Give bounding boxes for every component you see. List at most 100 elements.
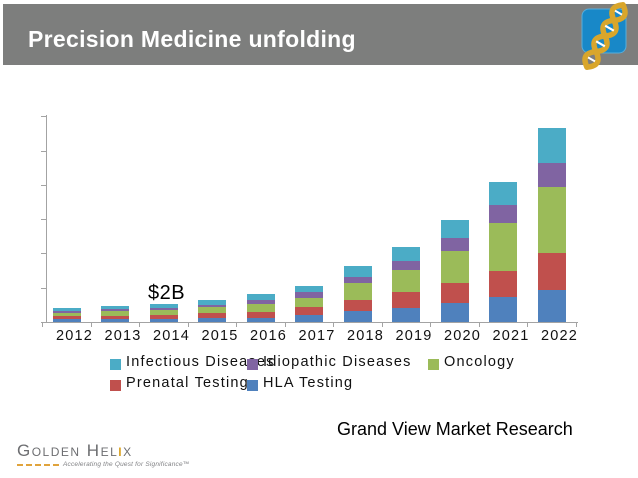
bar-segment-idiopathic-diseases-2021: [489, 205, 517, 223]
legend-swatch-hla-testing: [247, 380, 258, 391]
bar-segment-infectious-diseases-2018: [343, 266, 372, 277]
x-label-2015: 2015: [201, 328, 239, 344]
bar-segment-prenatal-testing-2014: [149, 314, 178, 319]
bar-segment-infectious-diseases-2012: [52, 308, 81, 311]
x-label-2016: 2016: [249, 328, 288, 344]
x-label-2022: 2022: [540, 328, 579, 344]
bar-segment-oncology-2017: [295, 298, 323, 308]
bar-segment-infectious-diseases-2017: [295, 285, 323, 293]
x-tick: [187, 322, 189, 327]
bar-segment-prenatal-testing-2020: [440, 283, 469, 304]
bar-segment-hla-testing-2022: [537, 290, 566, 322]
bar-segment-hla-testing-2017: [295, 315, 323, 322]
tagline-rule: [17, 463, 59, 466]
bar-segment-oncology-2012: [52, 312, 81, 317]
x-tick: [333, 322, 335, 327]
chart-annotation: $2B: [148, 282, 186, 304]
x-tick: [139, 322, 141, 327]
x-tick: [478, 322, 480, 327]
x-label-2018: 2018: [346, 328, 385, 344]
bar-segment-idiopathic-diseases-2019: [392, 261, 420, 270]
x-label-2020: 2020: [443, 328, 482, 344]
x-tick: [284, 322, 286, 327]
x-tick: [527, 322, 529, 327]
wordmark-text: Golden Hel: [17, 441, 119, 460]
slide-header: Precision Medicine unfolding: [3, 4, 638, 65]
legend-swatch-idiopathic-diseases: [247, 359, 258, 370]
bar-segment-prenatal-testing-2016: [246, 311, 275, 318]
bar-segment-oncology-2013: [101, 311, 129, 316]
legend-label-prenatal-testing: Prenatal Testing: [126, 375, 249, 391]
legend-swatch-prenatal-testing: [110, 380, 121, 391]
bar-segment-idiopathic-diseases-2020: [440, 237, 469, 251]
x-label-2019: 2019: [395, 328, 433, 344]
bar-segment-hla-testing-2014: [149, 318, 178, 322]
x-tick: [42, 322, 44, 327]
bar-segment-infectious-diseases-2019: [392, 247, 420, 262]
y-tick: [41, 116, 46, 118]
bar-segment-hla-testing-2019: [392, 308, 420, 322]
bar-segment-hla-testing-2012: [52, 319, 81, 322]
legend-label-infectious-diseases: Infectious Diseases: [126, 354, 275, 370]
bar-segment-idiopathic-diseases-2018: [343, 276, 372, 284]
bar-segment-infectious-diseases-2022: [537, 128, 566, 163]
x-label-2013: 2013: [104, 328, 142, 344]
bar-segment-infectious-diseases-2016: [246, 293, 275, 300]
bar-segment-prenatal-testing-2021: [489, 270, 517, 298]
bar-segment-infectious-diseases-2013: [101, 306, 129, 310]
bar-segment-idiopathic-diseases-2016: [246, 299, 275, 304]
bar-segment-hla-testing-2018: [343, 310, 372, 322]
legend-label-idiopathic-diseases: Idiopathic Diseases: [263, 354, 412, 370]
bar-segment-oncology-2018: [343, 283, 372, 300]
source-caption: Grand View Market Research: [337, 419, 573, 439]
legend-label-hla-testing: HLA Testing: [263, 375, 354, 391]
bar-segment-infectious-diseases-2021: [489, 182, 517, 206]
bar-segment-infectious-diseases-2015: [198, 300, 226, 305]
bar-segment-oncology-2016: [246, 303, 275, 312]
golden-helix-logo: Golden Helix Accelerating the Quest for …: [17, 442, 190, 468]
bar-segment-idiopathic-diseases-2015: [198, 304, 226, 308]
bar-segment-prenatal-testing-2018: [343, 299, 372, 311]
bar-segment-oncology-2021: [489, 222, 517, 271]
bar-segment-hla-testing-2021: [489, 297, 517, 322]
golden-helix-tagline-row: Accelerating the Quest for Significance™: [17, 461, 190, 468]
bar-segment-oncology-2019: [392, 269, 420, 292]
bar-segment-prenatal-testing-2013: [101, 315, 129, 319]
bar-segment-idiopathic-diseases-2014: [149, 307, 178, 310]
bar-segment-oncology-2020: [440, 250, 469, 284]
bar-segment-oncology-2022: [537, 187, 566, 253]
x-tick: [430, 322, 432, 327]
bar-segment-idiopathic-diseases-2017: [295, 292, 323, 299]
y-tick: [41, 150, 46, 152]
x-tick: [575, 322, 577, 327]
legend-swatch-infectious-diseases: [110, 359, 121, 370]
golden-helix-wordmark: Golden Helix: [17, 442, 190, 459]
bar-segment-idiopathic-diseases-2012: [52, 310, 81, 313]
legend-swatch-oncology: [428, 359, 439, 370]
bar-segment-hla-testing-2013: [101, 318, 129, 322]
x-label-2012: 2012: [55, 328, 94, 344]
x-label-2021: 2021: [492, 328, 530, 344]
bar-segment-oncology-2015: [198, 307, 226, 314]
bar-segment-infectious-diseases-2014: [149, 304, 178, 308]
x-label-2014: 2014: [152, 328, 191, 344]
bar-segment-prenatal-testing-2015: [198, 313, 226, 319]
bar-segment-idiopathic-diseases-2013: [101, 309, 129, 312]
x-tick: [90, 322, 92, 327]
bar-segment-prenatal-testing-2017: [295, 307, 323, 316]
bar-segment-prenatal-testing-2012: [52, 316, 81, 320]
y-tick: [41, 287, 46, 289]
golden-helix-tagline: Accelerating the Quest for Significance™: [63, 461, 190, 468]
bar-segment-infectious-diseases-2020: [440, 219, 469, 238]
bar-segment-hla-testing-2015: [198, 318, 226, 322]
bar-segment-hla-testing-2016: [246, 317, 275, 322]
dna-helix-icon: [581, 2, 628, 70]
x-axis: [42, 322, 578, 323]
golden-helix-badge: [576, 0, 638, 74]
legend-label-oncology: Oncology: [444, 354, 515, 370]
slide-title: Precision Medicine unfolding: [28, 26, 356, 52]
bar-segment-idiopathic-diseases-2022: [537, 162, 566, 188]
x-tick: [381, 322, 383, 327]
x-label-2017: 2017: [298, 328, 336, 344]
